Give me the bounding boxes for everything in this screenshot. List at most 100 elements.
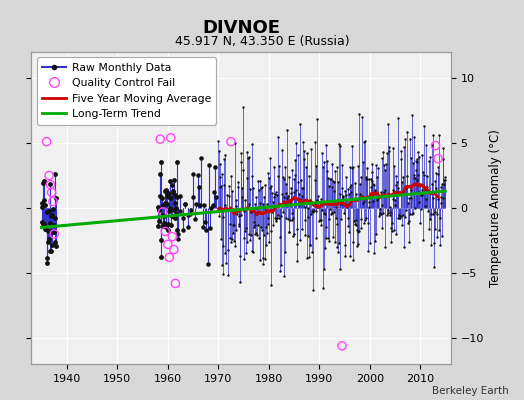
Point bbox=[320, 266, 328, 273]
Point bbox=[272, 215, 281, 222]
Point bbox=[173, 158, 182, 165]
Point bbox=[332, 164, 341, 170]
Point bbox=[355, 228, 363, 234]
Point bbox=[40, 197, 49, 204]
Point bbox=[391, 173, 400, 179]
Point bbox=[232, 197, 241, 203]
Point bbox=[418, 152, 426, 158]
Point bbox=[235, 213, 244, 219]
Point bbox=[332, 215, 341, 222]
Point bbox=[420, 172, 428, 178]
Point bbox=[347, 165, 356, 172]
Point bbox=[268, 190, 276, 196]
Point bbox=[194, 184, 203, 190]
Point bbox=[406, 211, 414, 217]
Point bbox=[300, 148, 308, 154]
Point bbox=[330, 179, 338, 185]
Point bbox=[423, 187, 432, 193]
Point bbox=[41, 226, 49, 232]
Point bbox=[438, 180, 446, 187]
Point bbox=[160, 222, 169, 228]
Point bbox=[286, 216, 294, 223]
Point bbox=[46, 220, 54, 226]
Point bbox=[244, 155, 253, 162]
Point bbox=[274, 134, 282, 140]
Point bbox=[266, 185, 274, 191]
Point bbox=[370, 189, 379, 196]
Point bbox=[256, 257, 265, 263]
Point bbox=[383, 212, 391, 218]
Point bbox=[217, 170, 226, 177]
Point bbox=[206, 225, 214, 231]
Point bbox=[322, 235, 330, 241]
Point bbox=[206, 205, 215, 212]
Point bbox=[413, 159, 421, 165]
Point bbox=[156, 193, 164, 199]
Point bbox=[220, 156, 228, 162]
Point bbox=[244, 204, 252, 210]
Point bbox=[438, 233, 446, 239]
Point bbox=[230, 222, 238, 228]
Point bbox=[367, 176, 375, 183]
Point bbox=[186, 210, 194, 217]
Point bbox=[422, 142, 430, 148]
Point bbox=[304, 254, 313, 260]
Point bbox=[390, 163, 398, 169]
Point bbox=[429, 131, 438, 138]
Point bbox=[45, 208, 53, 214]
Point bbox=[189, 170, 198, 177]
Point bbox=[373, 195, 381, 201]
Point bbox=[434, 171, 442, 178]
Point bbox=[214, 148, 223, 154]
Point bbox=[270, 191, 279, 197]
Point bbox=[280, 194, 288, 200]
Point bbox=[266, 155, 274, 162]
Point bbox=[421, 186, 429, 192]
Point bbox=[154, 204, 162, 210]
Point bbox=[200, 202, 208, 209]
Point bbox=[224, 207, 232, 214]
Point bbox=[291, 156, 300, 163]
Point bbox=[243, 175, 252, 181]
Point bbox=[288, 210, 297, 216]
Point bbox=[361, 217, 369, 223]
Point bbox=[342, 174, 350, 180]
Point bbox=[351, 191, 359, 197]
Point bbox=[249, 185, 257, 191]
Point bbox=[286, 198, 294, 205]
Point bbox=[239, 208, 248, 214]
Point bbox=[226, 239, 235, 245]
Point bbox=[162, 187, 170, 193]
Point bbox=[369, 250, 378, 256]
Point bbox=[228, 221, 237, 228]
Point bbox=[272, 189, 280, 195]
Point bbox=[377, 155, 386, 161]
Point bbox=[204, 261, 212, 268]
Point bbox=[392, 189, 401, 196]
Point bbox=[425, 226, 433, 232]
Point bbox=[259, 201, 268, 207]
Point bbox=[272, 216, 280, 222]
Point bbox=[51, 215, 59, 221]
Point bbox=[169, 188, 177, 195]
Point bbox=[225, 235, 234, 241]
Point bbox=[299, 139, 308, 145]
Point bbox=[50, 231, 58, 237]
Point bbox=[285, 228, 293, 235]
Point bbox=[158, 194, 167, 201]
Point bbox=[435, 227, 443, 233]
Point bbox=[267, 228, 275, 234]
Point bbox=[37, 204, 46, 210]
Point bbox=[191, 216, 199, 222]
Point bbox=[230, 238, 238, 244]
Point bbox=[318, 207, 326, 214]
Point bbox=[417, 192, 425, 199]
Point bbox=[303, 205, 312, 211]
Point bbox=[355, 111, 364, 118]
Point bbox=[402, 173, 411, 179]
Point bbox=[323, 157, 332, 164]
Point bbox=[41, 202, 50, 209]
Point bbox=[425, 188, 434, 195]
Point bbox=[384, 207, 392, 213]
Point bbox=[223, 192, 231, 198]
